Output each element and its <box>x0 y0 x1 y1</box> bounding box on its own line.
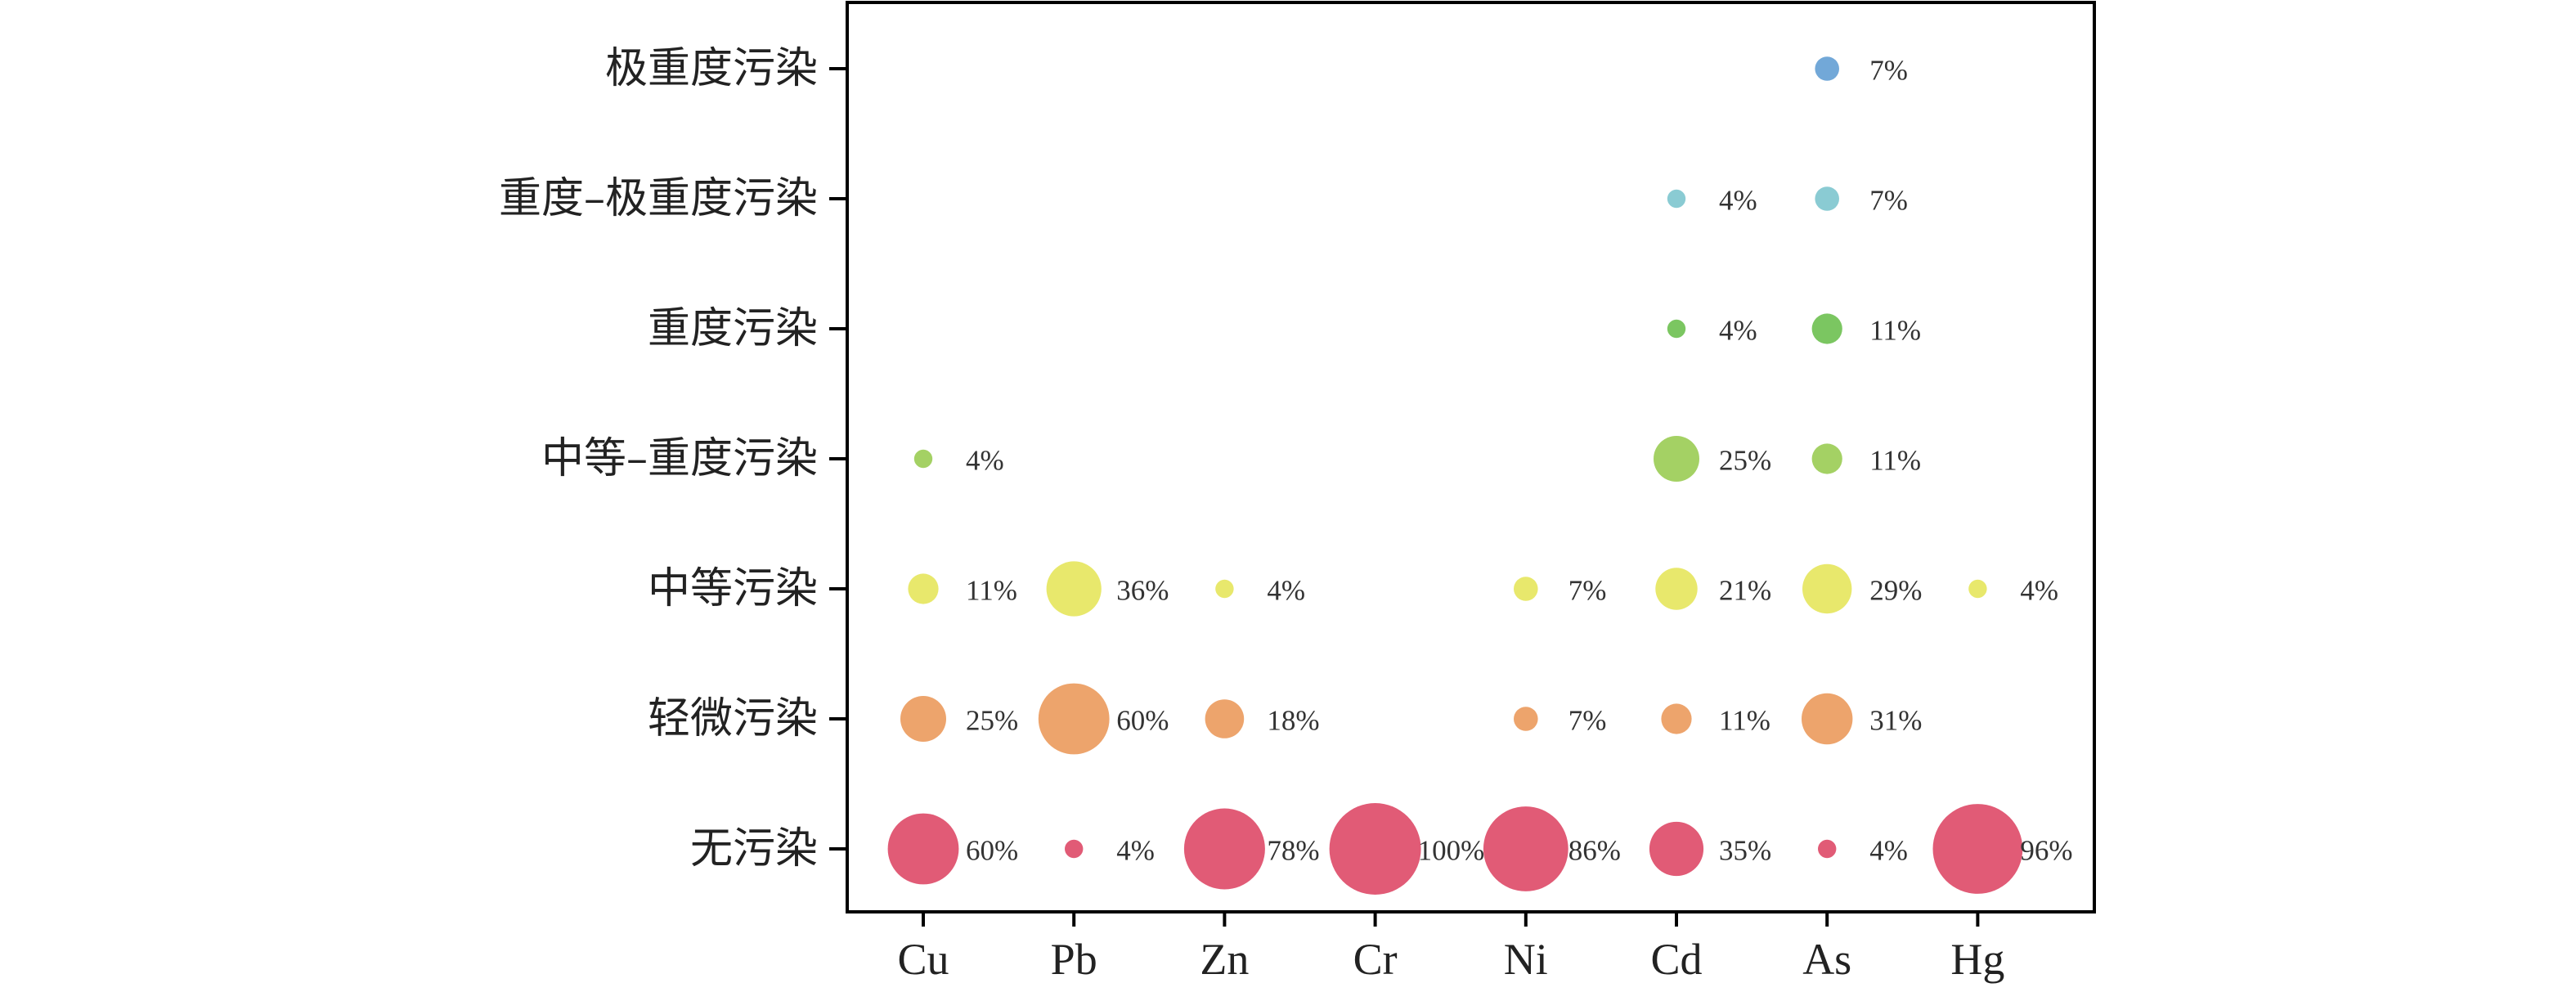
data-label: 78% <box>1267 835 1319 867</box>
bubble-point <box>1968 579 1987 599</box>
bubble-point <box>1514 577 1538 601</box>
data-label: 25% <box>1719 445 1771 477</box>
bubble-point <box>900 696 946 742</box>
bubble-point <box>1661 703 1692 734</box>
data-label: 7% <box>1869 185 1908 217</box>
x-tick-label: As <box>1802 935 1851 984</box>
data-label: 29% <box>1869 575 1922 607</box>
y-tick-label: 无污染 <box>690 824 818 873</box>
bubble-point <box>1215 579 1234 599</box>
x-tick-label: Cr <box>1353 935 1398 984</box>
x-tick-label: Cd <box>1650 935 1702 984</box>
bubble-point <box>1815 56 1839 81</box>
bubble-point <box>1183 808 1265 890</box>
data-label: 100% <box>1418 835 1485 867</box>
y-axis: 无污染 轻微污染 中等污染 中等–重度污染 重度污染 重度–极重度污染 极重度污染 <box>499 44 847 873</box>
y-tick-label: 极重度污染 <box>605 44 818 93</box>
bubble-point <box>1329 803 1421 895</box>
x-tick-label: Ni <box>1504 935 1548 984</box>
bubble-point <box>1811 313 1842 344</box>
data-label: 4% <box>1116 835 1155 867</box>
data-label: 25% <box>966 705 1018 737</box>
bubble-point <box>1818 839 1837 859</box>
x-tick-label: Hg <box>1950 935 2004 984</box>
bubble-point <box>1514 707 1538 731</box>
y-tick-label: 重度污染 <box>648 304 818 353</box>
data-label: 11% <box>1869 445 1921 477</box>
bubble-point <box>913 449 933 469</box>
bubble-point <box>1655 568 1698 610</box>
data-label: 4% <box>966 445 1004 477</box>
bubble-point <box>1932 804 2023 894</box>
data-label: 7% <box>1568 705 1607 737</box>
x-tick-label: Cu <box>897 935 949 984</box>
bubble-point <box>1815 186 1839 211</box>
data-label: 7% <box>1869 55 1908 87</box>
bubble-point <box>1046 561 1102 617</box>
bubble-point <box>1802 563 1852 614</box>
y-tick-label: 中等–重度污染 <box>541 434 818 483</box>
bubble-point <box>908 573 939 604</box>
bubble-point <box>1205 699 1245 738</box>
bubble-point <box>1483 806 1568 891</box>
bubble-point <box>1811 443 1842 474</box>
data-label: 4% <box>1869 835 1908 867</box>
data-label: 4% <box>1719 185 1757 217</box>
bubble-point <box>1802 693 1853 745</box>
data-label: 21% <box>1719 575 1771 607</box>
data-label: 11% <box>1869 315 1921 347</box>
x-tick-label: Zn <box>1200 935 1249 984</box>
bubble-point <box>887 813 959 885</box>
data-label: 60% <box>1116 705 1169 737</box>
bubble-point <box>1649 821 1704 877</box>
bubble-layer <box>887 56 2023 895</box>
bubble-point <box>1667 189 1686 209</box>
data-label: 36% <box>1116 575 1169 607</box>
x-tick-label: Pb <box>1051 935 1097 984</box>
data-label: 4% <box>1719 315 1757 347</box>
data-label: 11% <box>1719 705 1770 737</box>
data-label: 11% <box>966 575 1017 607</box>
x-axis: Cu Pb Zn Cr Ni Cd As Hg <box>897 912 2004 984</box>
data-label: 7% <box>1568 575 1607 607</box>
data-label: 86% <box>1568 835 1621 867</box>
y-tick-label: 重度–极重度污染 <box>499 174 818 223</box>
bubble-point <box>1667 319 1686 339</box>
data-label: 31% <box>1869 705 1922 737</box>
data-label: 18% <box>1267 705 1319 737</box>
y-tick-label: 中等污染 <box>648 564 818 613</box>
data-label: 60% <box>966 835 1018 867</box>
data-label: 4% <box>1267 575 1305 607</box>
bubble-point <box>1065 839 1084 859</box>
data-label: 35% <box>1719 835 1771 867</box>
data-label: 96% <box>2020 835 2072 867</box>
y-tick-label: 轻微污染 <box>648 694 818 743</box>
data-label-layer: 60% 4% 78% 100% 86% 35% 4% 96% 25% 60% 18% 7% 11% 31%… <box>966 55 2073 867</box>
bubble-point <box>1038 683 1110 755</box>
bubble-point <box>1654 436 1699 482</box>
data-label: 4% <box>2020 575 2058 607</box>
